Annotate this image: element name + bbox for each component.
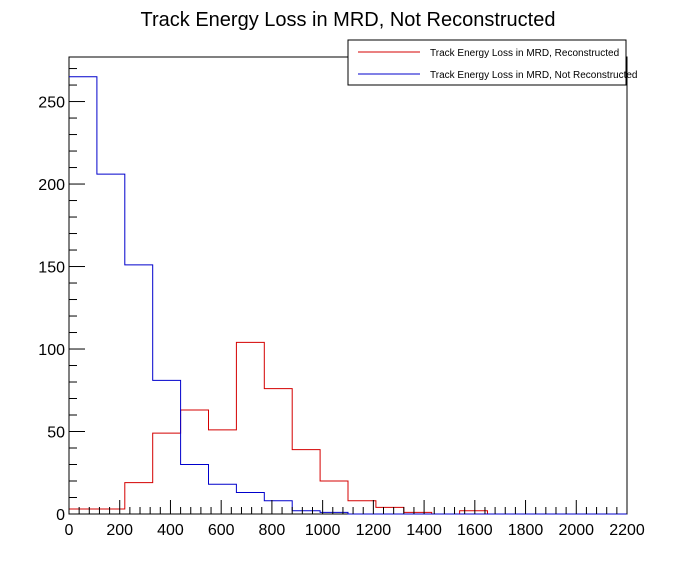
series-line-1	[69, 76, 627, 515]
x-tick-label: 2000	[558, 522, 594, 539]
x-tick-label: 400	[157, 522, 184, 539]
x-tick-label: 1600	[457, 522, 493, 539]
y-tick-label: 0	[56, 507, 65, 524]
legend-box	[347, 39, 627, 86]
x-tick-label: 1200	[356, 522, 392, 539]
x-tick-label: 800	[259, 522, 286, 539]
y-tick-label: 250	[38, 95, 65, 112]
x-tick-label: 1800	[508, 522, 544, 539]
x-tick-label: 2200	[609, 522, 645, 539]
series-line-0	[69, 341, 627, 515]
x-tick-label: 200	[106, 522, 133, 539]
y-tick-label: 200	[38, 177, 65, 194]
y-tick-label: 50	[47, 425, 65, 442]
plot-area: 0 200 400 600 800 1000 1200 1400 1600 1800 2000 220…	[38, 56, 645, 539]
legend-label-not-reconstructed: Track Energy Loss in MRD, Not Reconstruc…	[430, 70, 637, 81]
x-tick-label: 1400	[406, 522, 442, 539]
x-tick-label: 600	[208, 522, 235, 539]
y-tick-label: 100	[38, 342, 65, 359]
x-tick-label: 0	[65, 522, 74, 539]
chart-title: Track Energy Loss in MRD, Not Reconstruc…	[141, 9, 556, 31]
y-tick-label: 150	[38, 260, 65, 277]
x-tick-label: 1000	[305, 522, 341, 539]
legend-label-reconstructed: Track Energy Loss in MRD, Reconstructed	[430, 48, 619, 59]
legend: Track Energy Loss in MRD, Reconstructed …	[347, 39, 637, 86]
